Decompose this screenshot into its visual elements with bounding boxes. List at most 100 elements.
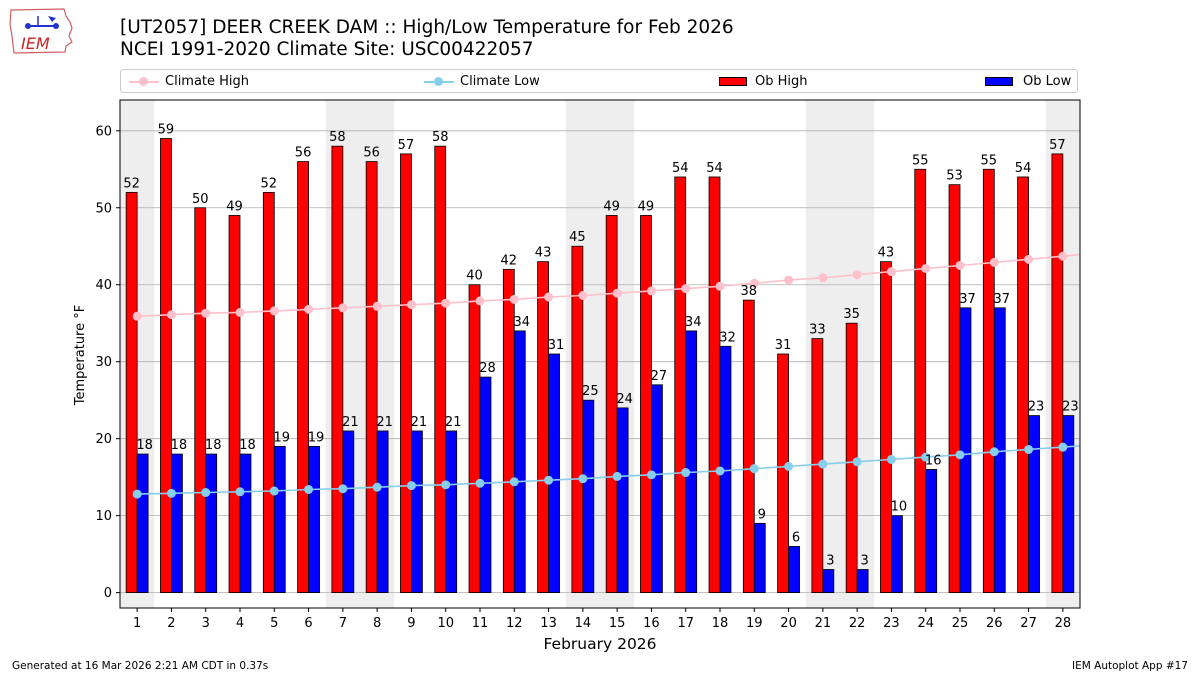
- ob-high-bar-26: [982, 168, 995, 594]
- x-tick-label-15: 15: [609, 616, 626, 631]
- climate-low-point-22: [852, 457, 862, 467]
- ob-high-bar-9: [400, 153, 412, 594]
- climate-high-point-11: [475, 296, 485, 306]
- ob-low-bar-1: [136, 453, 149, 594]
- x-axis-label: February 2026: [543, 635, 656, 653]
- ob-high-bar-7: [331, 145, 344, 594]
- ob-high-bar-20: [777, 353, 789, 594]
- title-line-2: NCEI 1991-2020 Climate Site: USC00422057: [120, 39, 534, 60]
- ob-high-value-label-1: 52: [123, 176, 140, 191]
- ob-low-value-label-19: 9: [758, 507, 766, 522]
- legend-label-climate-high: Climate High: [165, 74, 250, 89]
- ob-low-bar-2: [171, 453, 183, 594]
- x-tick-label-25: 25: [952, 616, 969, 631]
- climate-low-point-6: [304, 484, 314, 494]
- ob-low-value-label-22: 3: [860, 554, 868, 569]
- legend-label-ob-low: Ob Low: [1023, 74, 1072, 89]
- climate-high-point-10: [441, 298, 451, 308]
- ob-low-value-label-26: 37: [993, 292, 1010, 307]
- climate-low-point-24: [921, 452, 931, 462]
- ob-high-value-label-13: 43: [535, 246, 552, 261]
- ob-low-value-label-15: 24: [616, 392, 633, 407]
- climate-high-point-1: [132, 311, 142, 321]
- climate-low-point-8: [372, 482, 382, 492]
- climate-high-point-15: [612, 288, 622, 298]
- climate-low-point-1: [132, 489, 142, 499]
- climate-high-point-3: [201, 308, 211, 318]
- ob-low-value-label-11: 28: [479, 361, 496, 376]
- ob-high-value-label-14: 45: [569, 230, 586, 245]
- x-tick-label-13: 13: [540, 616, 557, 631]
- ob-low-value-label-3: 18: [205, 438, 222, 453]
- ob-high-bar-11: [468, 284, 481, 594]
- climate-low-point-3: [201, 488, 211, 498]
- legend: Climate High Climate Low Ob High Ob Low: [120, 69, 1078, 93]
- climate-low-point-13: [544, 475, 554, 485]
- ob-high-value-label-7: 58: [329, 130, 346, 145]
- climate-low-point-28: [1058, 442, 1068, 452]
- climate-high-point-23: [886, 267, 896, 277]
- y-tick-label-0: 0: [104, 586, 112, 601]
- ob-high-value-label-26: 55: [981, 153, 998, 168]
- ob-low-bar-13: [548, 353, 560, 594]
- ob-low-value-label-7: 21: [342, 415, 359, 430]
- ob-high-bar-8: [365, 161, 378, 594]
- ob-low-value-label-13: 31: [548, 338, 565, 353]
- ob-low-value-label-2: 18: [171, 438, 188, 453]
- y-tick-label-50: 50: [95, 201, 112, 216]
- climate-high-point-20: [784, 275, 794, 285]
- ob-low-bar-21: [822, 569, 835, 594]
- ob-high-bar-24: [914, 168, 927, 594]
- ob-low-value-label-21: 3: [826, 554, 834, 569]
- title-line-1: [UT2057] DEER CREEK DAM :: High/Low Temp…: [120, 17, 734, 38]
- ob-low-value-label-23: 10: [891, 500, 908, 515]
- ob-low-bar-8: [376, 430, 389, 594]
- climate-low-point-4: [235, 487, 245, 497]
- climate-high-point-27: [1024, 254, 1034, 264]
- ob-low-value-label-9: 21: [411, 415, 428, 430]
- climate-high-point-14: [578, 291, 588, 301]
- climate-low-point-23: [886, 454, 896, 464]
- ob-low-bar-12: [513, 330, 526, 594]
- ob-high-value-label-19: 38: [741, 284, 758, 299]
- ob-low-value-label-8: 21: [376, 415, 393, 430]
- climate-high-point-12: [509, 294, 519, 304]
- ob-low-bar-6: [308, 445, 320, 594]
- y-axis-label: Temperature °F: [73, 305, 88, 406]
- ob-low-bar-5: [273, 445, 286, 594]
- x-tick-label-27: 27: [1020, 616, 1037, 631]
- climate-low-point-9: [406, 481, 416, 491]
- footer-app: IEM Autoplot App #17: [1072, 660, 1188, 672]
- climate-low-point-15: [612, 471, 622, 481]
- ob-high-bar-10: [434, 145, 447, 594]
- ob-low-value-label-1: 18: [136, 438, 153, 453]
- ob-high-value-label-9: 57: [398, 138, 415, 153]
- climate-high-point-19: [749, 278, 759, 288]
- climate-low-point-14: [578, 474, 588, 484]
- climate-high-point-16: [646, 286, 656, 296]
- ob-low-bar-9: [411, 430, 423, 594]
- climate-high-point-13: [544, 292, 554, 302]
- ob-high-value-label-16: 49: [638, 199, 655, 214]
- x-tick-label-3: 3: [202, 616, 210, 631]
- x-tick-label-17: 17: [677, 616, 694, 631]
- ob-high-value-label-10: 58: [432, 130, 449, 145]
- ob-high-bar-3: [194, 207, 207, 594]
- y-tick-label-10: 10: [95, 509, 112, 524]
- climate-high-point-18: [715, 281, 725, 291]
- ob-low-value-label-20: 6: [792, 530, 800, 545]
- climate-high-point-17: [681, 284, 691, 294]
- x-tick-label-16: 16: [643, 616, 660, 631]
- climate-low-point-11: [475, 478, 485, 488]
- climate-low-point-16: [646, 470, 656, 480]
- ob-high-value-label-6: 56: [295, 146, 312, 161]
- ob-low-value-label-4: 18: [239, 438, 256, 453]
- x-tick-label-21: 21: [815, 616, 832, 631]
- y-tick-label-30: 30: [95, 355, 112, 370]
- x-tick-label-9: 9: [407, 616, 415, 631]
- ob-high-value-label-21: 33: [809, 323, 826, 338]
- ob-high-swatch-icon: [719, 77, 747, 86]
- climate-low-point-26: [989, 447, 999, 457]
- ob-low-value-label-28: 23: [1062, 400, 1079, 415]
